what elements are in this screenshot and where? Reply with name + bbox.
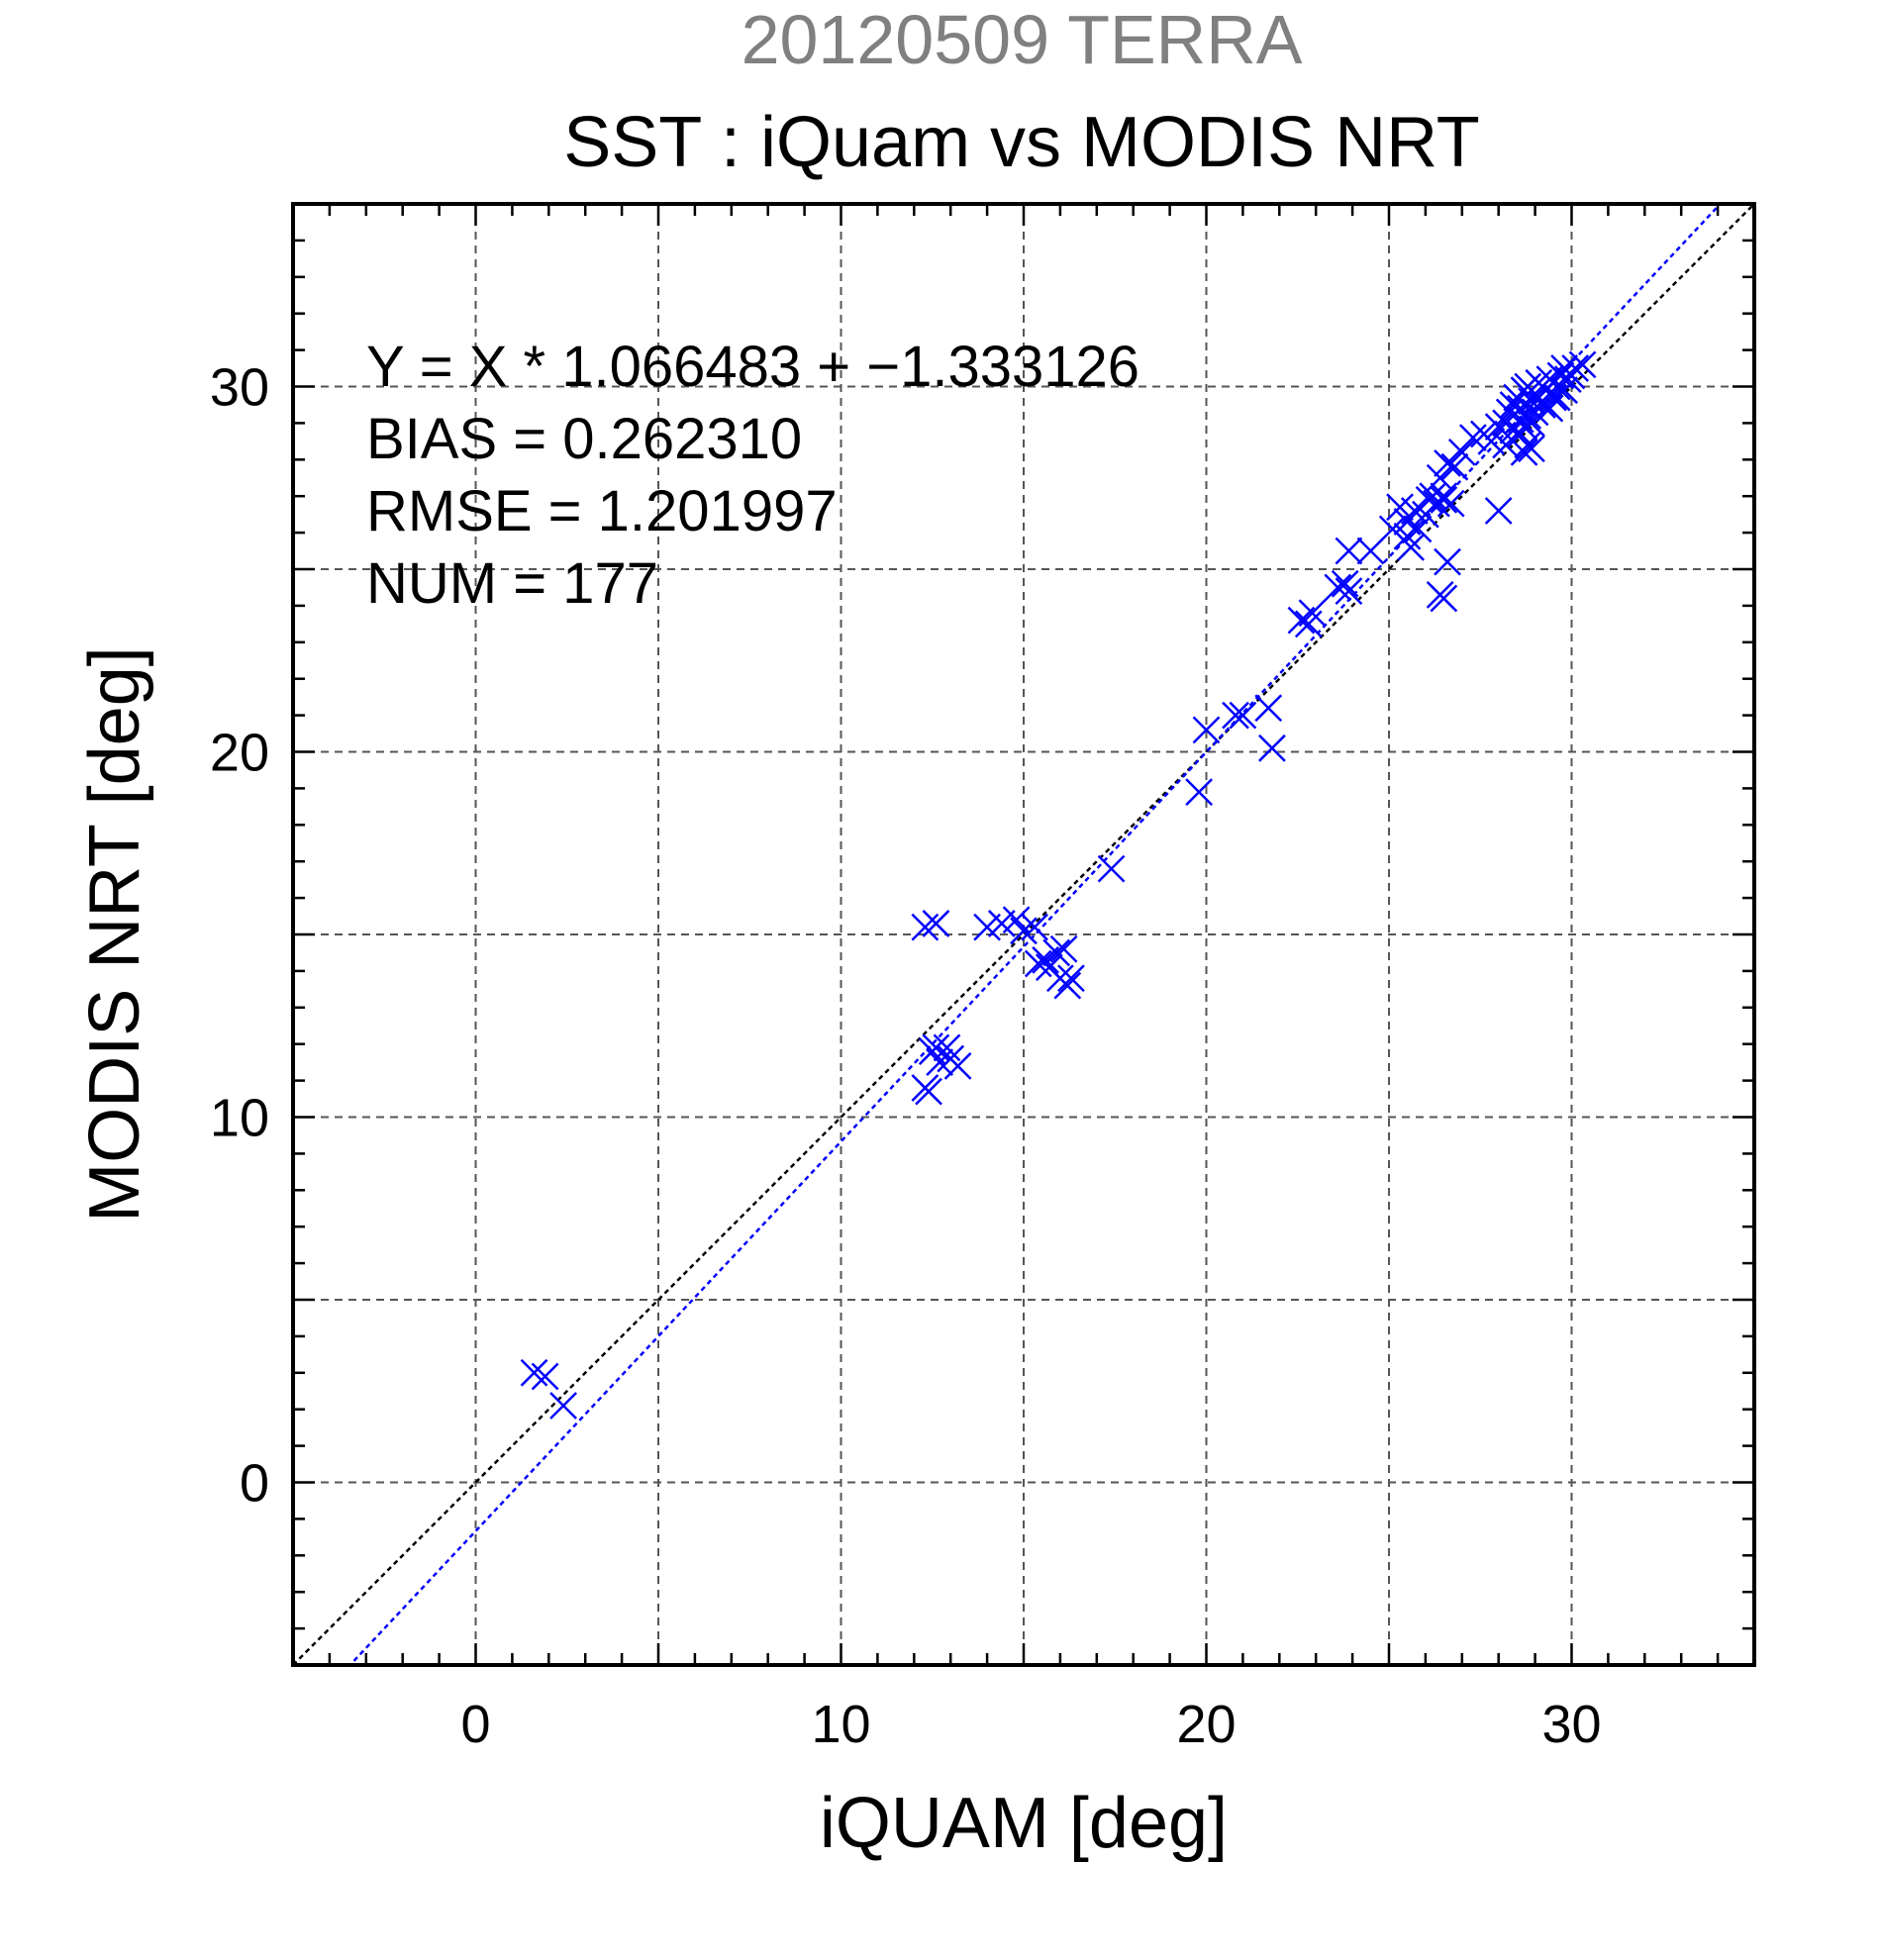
data-point bbox=[1192, 716, 1221, 744]
data-points bbox=[520, 350, 1597, 1420]
x-tick-label: 30 bbox=[1541, 1695, 1601, 1754]
y-axis-label: MODIS NRT [deg] bbox=[75, 646, 154, 1223]
data-point bbox=[1484, 497, 1513, 525]
data-point bbox=[1185, 778, 1214, 806]
x-axis-label: iQUAM [deg] bbox=[820, 1784, 1228, 1863]
y-tick-label: 20 bbox=[210, 724, 269, 783]
x-tick-label: 0 bbox=[460, 1695, 490, 1754]
data-point bbox=[1430, 486, 1458, 514]
chart-supertitle: 20120509 TERRA bbox=[742, 1, 1303, 78]
data-point bbox=[549, 1392, 577, 1420]
y-tick-labels: 0 10 20 30 bbox=[210, 358, 269, 1514]
data-point bbox=[1294, 610, 1323, 638]
chart-title: SST : iQuam vs MODIS NRT bbox=[563, 103, 1480, 182]
data-point bbox=[1010, 917, 1038, 945]
data-point bbox=[1404, 515, 1433, 543]
data-point bbox=[1518, 435, 1545, 463]
data-point bbox=[1434, 449, 1461, 477]
data-point bbox=[1053, 971, 1082, 1000]
data-point bbox=[1229, 701, 1257, 730]
data-point bbox=[1434, 547, 1461, 576]
x-tick-label: 20 bbox=[1176, 1695, 1236, 1754]
data-point bbox=[1447, 439, 1476, 466]
identity-line bbox=[293, 204, 1754, 1665]
data-point bbox=[1335, 577, 1363, 606]
data-point bbox=[1049, 934, 1078, 963]
y-tick-label: 30 bbox=[210, 358, 269, 418]
y-tick-label: 10 bbox=[210, 1089, 269, 1148]
data-point bbox=[1400, 497, 1429, 525]
data-point bbox=[933, 1033, 961, 1062]
plot-frame bbox=[291, 202, 1756, 1667]
data-point bbox=[1024, 949, 1052, 978]
data-point bbox=[911, 913, 940, 941]
data-point bbox=[520, 1358, 548, 1387]
data-point bbox=[1430, 584, 1458, 613]
data-point bbox=[1097, 854, 1126, 883]
data-point bbox=[922, 910, 950, 937]
x-tick-label: 10 bbox=[811, 1695, 870, 1754]
x-tick-labels: 0 10 20 30 bbox=[460, 1695, 1601, 1754]
data-point bbox=[1458, 424, 1487, 452]
grid bbox=[293, 204, 1754, 1665]
data-point bbox=[1222, 701, 1249, 730]
data-point bbox=[1397, 533, 1426, 561]
data-point bbox=[922, 1033, 950, 1062]
num-stat: NUM = 177 bbox=[366, 551, 658, 616]
stats-box: Y = X * 1.066483 + −1.333126 BIAS = 0.26… bbox=[366, 335, 1139, 616]
data-point bbox=[1324, 573, 1352, 602]
data-point bbox=[1436, 489, 1465, 518]
data-point bbox=[1561, 354, 1590, 382]
data-point bbox=[1550, 376, 1579, 405]
data-point bbox=[1298, 599, 1327, 628]
data-point bbox=[1440, 452, 1469, 481]
rmse-stat: RMSE = 1.201997 bbox=[366, 479, 838, 543]
data-point bbox=[1335, 537, 1363, 565]
data-point bbox=[1510, 439, 1538, 466]
fit-equation: Y = X * 1.066483 + −1.333126 bbox=[366, 335, 1139, 399]
data-point bbox=[1021, 913, 1048, 941]
data-point bbox=[531, 1362, 559, 1391]
data-point bbox=[1568, 350, 1597, 379]
data-point bbox=[915, 1077, 942, 1106]
data-point bbox=[1258, 734, 1286, 762]
data-point bbox=[1057, 964, 1085, 993]
data-point bbox=[943, 1051, 972, 1080]
bias-stat: BIAS = 0.262310 bbox=[366, 407, 802, 471]
y-tick-label: 0 bbox=[240, 1454, 269, 1514]
data-point bbox=[1331, 569, 1359, 598]
data-point bbox=[1254, 694, 1283, 723]
data-point bbox=[1042, 938, 1071, 967]
data-point bbox=[1356, 537, 1385, 565]
data-point bbox=[1419, 482, 1447, 511]
data-point bbox=[1510, 413, 1538, 441]
reference-lines bbox=[293, 204, 1754, 1665]
